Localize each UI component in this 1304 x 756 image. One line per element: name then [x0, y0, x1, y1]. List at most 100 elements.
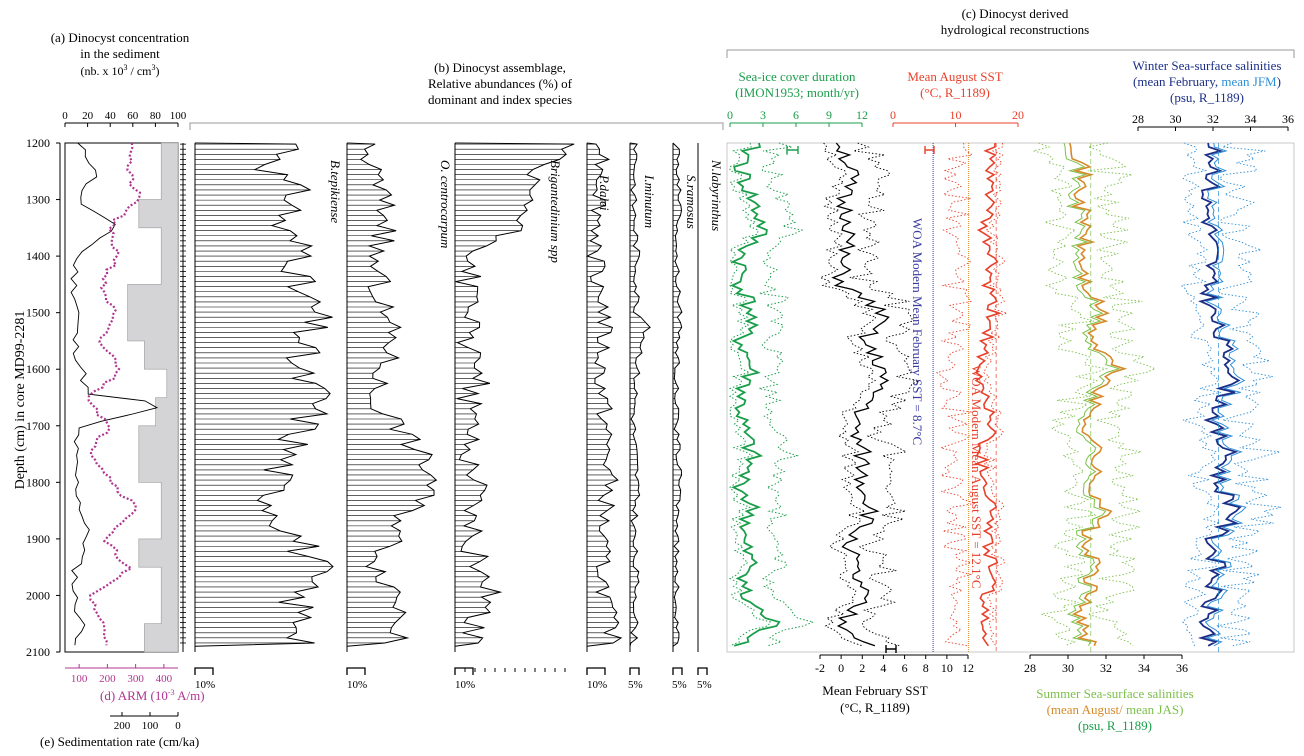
aug-tick-label-0: 0: [890, 108, 896, 122]
winter-lower: [1180, 142, 1222, 646]
pdalei-outline: [585, 142, 623, 647]
summer-title-2: (mean August/ mean JAS): [1047, 702, 1184, 717]
depth-tick-label-1800: 1800: [26, 475, 50, 489]
scale-label-1: 10%: [195, 679, 215, 691]
scale-label-3: 10%: [455, 679, 475, 691]
winter-tick-label-34: 34: [1245, 112, 1257, 126]
scale-bar-4: [629, 667, 640, 675]
panel-c-title-2: hydrological reconstructions: [941, 22, 1089, 37]
winter-feb-line: [1197, 142, 1242, 647]
panel-b-title-2: Relative abundances (%) of: [428, 76, 573, 91]
scale-label-7: 5%: [697, 679, 712, 691]
seaice-tick-label-12: 12: [856, 108, 868, 122]
aug-title-2: (°C, R_1189): [920, 85, 990, 100]
panel-c-frame: [726, 142, 1295, 653]
depth-tick-label-1200: 1200: [26, 136, 50, 150]
feb-tick-label-6: 6: [902, 661, 908, 675]
winter-tick-label-30: 30: [1170, 112, 1182, 126]
brigantedinium-outline: [454, 142, 575, 647]
depth-tick-label-1400: 1400: [26, 249, 50, 263]
panel-b-title-3: dominant and index species: [428, 92, 572, 107]
species-label-sramosus: S.ramosus: [684, 175, 699, 229]
species-label-btepikiense: B.tepikiense: [328, 160, 343, 223]
seaice-error-bar: [786, 146, 799, 154]
depth-tick-label-1600: 1600: [26, 362, 50, 376]
feb-line: [831, 142, 890, 647]
arm-tick-label-400: 400: [156, 673, 173, 685]
summer-title-3: (psu, R_1189): [1078, 718, 1152, 733]
winter-tick-label-36: 36: [1282, 112, 1294, 126]
scale-bar-1: [346, 667, 366, 675]
arm-label: (d) ARM (10-3 A/m): [100, 688, 205, 703]
sedrate-tick-label-100: 100: [142, 720, 159, 732]
arm-tick-label-100: 100: [71, 673, 88, 685]
conc-tick-label-100: 100: [170, 110, 187, 122]
summer-jas-line: [1063, 142, 1121, 646]
seaice-title-1: Sea-ice cover duration: [739, 69, 856, 84]
feb-title-1: Mean February SST: [822, 683, 927, 698]
summer-tick-label-30: 30: [1062, 661, 1074, 675]
depth-tick-label-2100: 2100: [26, 645, 50, 659]
summer-tick-label-34: 34: [1138, 661, 1150, 675]
depth-tick-label-1900: 1900: [26, 532, 50, 546]
depth-tick-label-2000: 2000: [26, 588, 50, 602]
depth-tick-label-1300: 1300: [26, 193, 50, 207]
panel-c-title-1: (c) Dinocyst derived: [962, 6, 1069, 21]
woa-aug-label: WOA Modern Mean August SST = 12.1°C: [969, 365, 984, 589]
aug-title-1: Mean August SST: [907, 69, 1002, 84]
chart-marks: 1200130014001500160017001800190020002100…: [26, 49, 1295, 732]
ocentrocarpum-outline: [346, 142, 438, 647]
sedrate-tick-label-0: 0: [175, 720, 181, 732]
conc-tick-label-0: 0: [62, 110, 68, 122]
feb-tick-label-12: 12: [962, 661, 974, 675]
species-label-iminutum: I.minutum: [642, 174, 657, 228]
panel-a-title-1: (a) Dinocyst concentration: [51, 30, 190, 45]
summer-upper: [1086, 142, 1157, 647]
aug-tick-label-20: 20: [1012, 108, 1024, 122]
winter-title-2: (mean February, mean JFM): [1133, 74, 1281, 89]
arm-tick-label-300: 300: [127, 673, 144, 685]
species-label-nlabyrinthus: N.labyrinthus: [709, 159, 724, 231]
panel-a-title-2: in the sediment: [80, 46, 160, 61]
panel-a-title-3: (nb. x 103 / cm3): [81, 63, 160, 78]
scale-label-4: 10%: [587, 679, 607, 691]
feb-tick-label-2: 2: [859, 661, 865, 675]
species-label-ocentrocarpum: O. centrocarpum: [438, 160, 453, 248]
sedrate-area: [127, 142, 179, 653]
seaice-lower: [728, 142, 772, 647]
summer-lower: [1033, 142, 1109, 647]
conc-tick-label-40: 40: [105, 110, 117, 122]
seaice-tick-label-3: 3: [760, 108, 766, 122]
feb-tick-label--2: -2: [815, 661, 825, 675]
btepikiense-outline: [194, 142, 334, 647]
conc-tick-label-60: 60: [127, 110, 139, 122]
summer-tick-label-32: 32: [1100, 661, 1112, 675]
arm-line: [87, 142, 142, 646]
aug-line: [974, 142, 1003, 647]
aug-upper: [982, 142, 1009, 647]
winter-title-1: Winter Sea-surface salinities: [1133, 58, 1282, 73]
y-axis-label: Depth (cm) in core MD99-2281: [13, 311, 28, 490]
scale-bar-2: [454, 667, 474, 675]
seaice-line: [729, 142, 781, 647]
feb-error-bar: [885, 645, 897, 653]
sramosus-outline: [672, 142, 683, 647]
winter-upper: [1216, 142, 1282, 647]
iminutum-outline: [629, 142, 651, 647]
scale-bar-6: [697, 667, 708, 675]
panel-b-title-1: (b) Dinocyst assemblage,: [434, 60, 566, 75]
conc-tick-label-80: 80: [150, 110, 162, 122]
feb-lower: [819, 142, 877, 647]
depth-tick-label-1700: 1700: [26, 419, 50, 433]
feb-upper: [849, 142, 920, 647]
winter-title-3: (psu, R_1189): [1170, 90, 1244, 105]
scale-bar-5: [672, 667, 683, 675]
winter-tick-label-32: 32: [1207, 112, 1219, 126]
scale-label-6: 5%: [672, 679, 687, 691]
feb-tick-label-4: 4: [880, 661, 886, 675]
scale-label-5: 5%: [628, 679, 643, 691]
feb-title-2: (°C, R_1189): [840, 700, 910, 715]
scale-label-2: 10%: [347, 679, 367, 691]
